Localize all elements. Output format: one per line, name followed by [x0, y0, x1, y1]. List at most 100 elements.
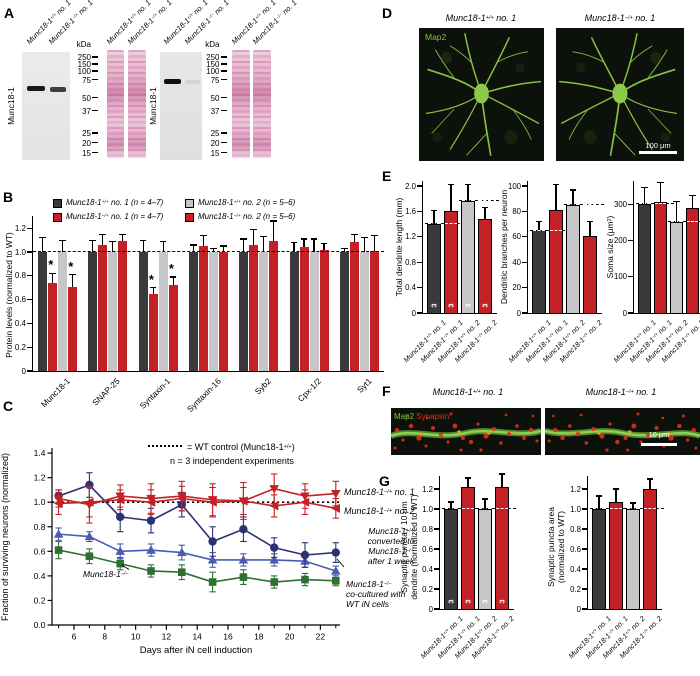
G1-y-tick-label: 0.2	[422, 584, 433, 594]
G1-y-tick	[434, 608, 439, 610]
G1-error-bar	[501, 474, 503, 487]
E2-bar	[566, 205, 581, 315]
B-error-cap	[310, 238, 318, 240]
c-x-tick-label: 14	[192, 632, 202, 642]
E2-error-bar	[572, 189, 574, 206]
B-bar	[38, 252, 47, 371]
G2-y-tick	[582, 608, 587, 610]
G2-y-tick-label: 0.8	[570, 524, 581, 534]
B-error-cap	[250, 228, 258, 231]
B-significance-star: *	[68, 258, 74, 274]
G1-n-label: 3	[463, 599, 473, 604]
data-point	[331, 490, 341, 499]
legend-label: Munc18-1−/+ no. 1 (n = 4–7)	[66, 212, 164, 221]
E3-error-bar	[643, 187, 646, 204]
B-error-bar	[142, 240, 144, 252]
G2-x-axis	[586, 609, 662, 611]
E2-y-tick	[522, 287, 527, 289]
E1-error-cap	[430, 209, 438, 211]
kda-marker-tick	[92, 56, 98, 58]
B-error-cap	[260, 235, 268, 238]
B-bar	[218, 252, 228, 371]
E2-y-tick	[522, 185, 527, 187]
E1-wt-ref-dash-on-bar	[479, 199, 491, 201]
B-bar	[68, 286, 77, 371]
G2-bar	[643, 489, 658, 611]
G2-y-axis-title: Synaptic puncta area (normalized to WT)	[546, 507, 566, 587]
kda-marker-label: 50	[82, 93, 91, 103]
G2-y-tick-label: 0	[576, 604, 581, 614]
data-point	[146, 516, 156, 525]
kda-marker-tick	[92, 141, 98, 144]
B-error-bar	[373, 235, 375, 251]
B-y-tick-label: 0.8	[14, 271, 26, 281]
E3-bar	[686, 208, 700, 315]
E2-error-cap	[535, 220, 543, 223]
G1-y-tick-label: 1.2	[422, 484, 433, 494]
legend-swatch	[185, 213, 194, 222]
B-error-bar	[102, 234, 104, 245]
E3-error-bar	[675, 201, 678, 223]
B-error-bar	[92, 240, 94, 252]
c-x-tick-label: 22	[316, 632, 326, 642]
c-y-tick-label: 1.2	[34, 473, 46, 483]
E3-y-tick	[628, 240, 633, 242]
blot-antibody-label: Munc18-1	[148, 87, 158, 125]
blot-antibody-label: Munc18-1	[6, 87, 16, 125]
B-error-bar	[243, 238, 245, 252]
B-bar	[158, 252, 168, 371]
B-error-cap	[370, 234, 378, 237]
B-error-cap	[69, 274, 76, 276]
G2-y-tick-label: 1.0	[570, 504, 581, 514]
E2-error-cap	[569, 189, 577, 191]
map2-stain-label: Map2	[425, 32, 447, 42]
c-y-tick-label: 0.4	[34, 571, 46, 581]
kda-marker-tick	[220, 141, 227, 144]
panel-e-letter: E	[382, 168, 392, 184]
G1-y-tick	[434, 588, 439, 590]
B-y-tick-label: 0.4	[14, 318, 26, 328]
legend-label: Munc18-1+/+ no. 2 (n = 5–6)	[198, 198, 296, 207]
kda-marker-tick	[220, 109, 227, 112]
ponceau-lane	[232, 50, 250, 158]
G1-wt-ref-dash-on-bar	[462, 508, 474, 510]
c-x-tick-label: 16	[223, 632, 233, 642]
kda-header: kDa	[205, 40, 220, 49]
E2-x-axis	[526, 313, 602, 315]
B-x-category-label: Syntaxin-1	[137, 376, 173, 411]
ponceau-lane	[128, 50, 146, 158]
E1-bar	[478, 219, 493, 315]
G2-wt-ref-dash-on-bar	[644, 508, 656, 510]
B-error-bar	[363, 237, 365, 252]
B-bar	[98, 244, 108, 371]
G1-error-bar	[484, 499, 486, 509]
E1-n-label: 3	[480, 303, 490, 308]
G2-y-tick-label: 1.2	[570, 484, 581, 494]
E2-y-tick-label: 80	[512, 206, 521, 216]
G1-y-axis-title: Synaptic puncta / 10 μm dendrite (normali…	[399, 494, 419, 600]
legend-label: Munc18-1−/+ no. 2 (n = 5–6)	[198, 212, 296, 221]
G1-y-tick-label: 0.8	[422, 524, 433, 534]
data-point	[207, 555, 218, 564]
E1-error-bar	[467, 184, 469, 201]
G1-y-tick	[434, 568, 439, 570]
E2-error-cap	[552, 184, 560, 186]
data-point	[53, 529, 64, 538]
B-bar	[269, 241, 279, 371]
E2-y-tick	[522, 210, 527, 212]
kda-marker-label: 50	[210, 93, 220, 103]
kda-marker-label: 150	[77, 60, 91, 69]
B-error-cap	[119, 233, 127, 235]
B-y-axis	[31, 216, 33, 371]
kda-marker-label: 15	[82, 148, 91, 158]
c-x-tick-label: 6	[72, 632, 77, 642]
G1-y-tick-label: 0.4	[422, 564, 433, 574]
B-error-bar	[212, 248, 214, 252]
B-error-bar	[61, 240, 64, 252]
B-error-bar	[152, 287, 154, 294]
E1-x-axis	[421, 313, 497, 315]
E3-bar	[670, 222, 684, 315]
E3-error-cap	[657, 181, 664, 183]
B-bar	[188, 252, 198, 371]
data-point	[146, 494, 156, 504]
